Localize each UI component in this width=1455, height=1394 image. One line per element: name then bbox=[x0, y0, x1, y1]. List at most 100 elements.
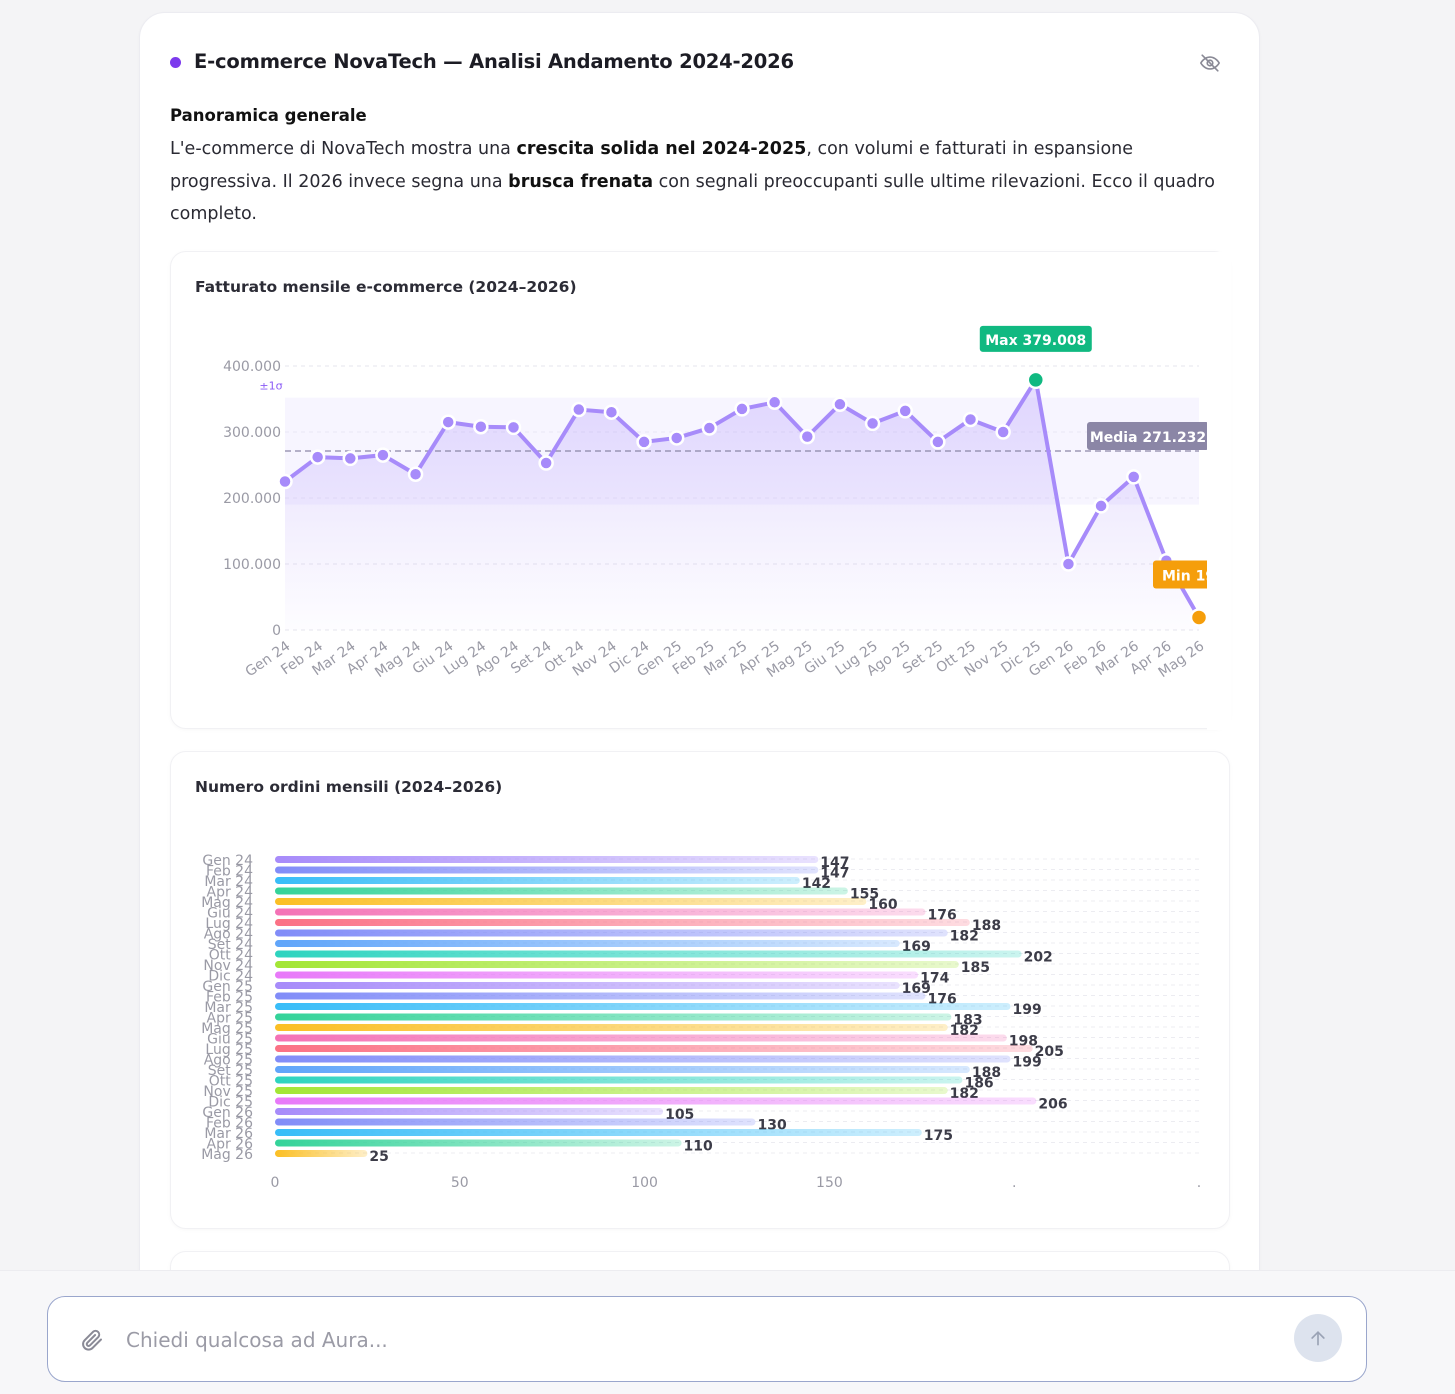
y-tick-label: Mag 25 bbox=[201, 1021, 253, 1037]
data-point bbox=[962, 411, 979, 428]
data-point bbox=[995, 424, 1011, 440]
data-point bbox=[1189, 608, 1209, 627]
y-tick-label: 100.000 bbox=[223, 557, 281, 573]
right-clip bbox=[1207, 252, 1231, 730]
y-tick-label: Gen 24 bbox=[202, 853, 253, 869]
y-tick-label: Dic 24 bbox=[208, 969, 253, 985]
bar bbox=[275, 856, 819, 863]
y-tick-label: Giu 25 bbox=[207, 1032, 253, 1048]
overview-heading: Panoramica generale bbox=[170, 106, 367, 125]
y-tick-label: 0 bbox=[272, 623, 281, 639]
y-tick-label: Lug 25 bbox=[205, 1042, 253, 1058]
y-tick-label: Lug 24 bbox=[205, 916, 253, 932]
bar bbox=[275, 1003, 1011, 1010]
data-point bbox=[1125, 469, 1142, 485]
revenue-chart-panel: Fatturato mensile e-commerce (2024–2026)… bbox=[170, 251, 1231, 730]
bar bbox=[275, 929, 948, 937]
bar bbox=[275, 940, 900, 947]
y-tick-label: Mag 26 bbox=[201, 1147, 253, 1163]
status-dot bbox=[170, 57, 181, 68]
data-point bbox=[864, 415, 881, 432]
bar-value-label: 183 bbox=[953, 1013, 982, 1029]
card-title: E-commerce NovaTech — Analisi Andamento … bbox=[194, 50, 794, 73]
data-point bbox=[668, 430, 685, 446]
bar bbox=[275, 1129, 922, 1136]
data-point bbox=[1060, 556, 1077, 572]
bar bbox=[275, 1055, 1011, 1063]
chat-input[interactable] bbox=[126, 1321, 1266, 1359]
x-tick-label: 150 bbox=[816, 1175, 843, 1191]
bar bbox=[275, 1108, 664, 1115]
data-point bbox=[505, 419, 522, 436]
data-point bbox=[375, 447, 391, 463]
y-tick-label: Feb 25 bbox=[206, 990, 253, 1006]
min-badge-label: Min 19 bbox=[1162, 568, 1215, 584]
data-point bbox=[1026, 370, 1046, 390]
bar bbox=[275, 1076, 963, 1084]
bar bbox=[275, 982, 900, 989]
data-point bbox=[930, 434, 946, 450]
bar-value-label: 147 bbox=[820, 866, 849, 882]
bar bbox=[275, 1024, 948, 1031]
mean-badge-label: Media 271.232 bbox=[1090, 430, 1206, 446]
bar-value-label: 110 bbox=[684, 1139, 713, 1155]
bar bbox=[275, 950, 1022, 958]
bar bbox=[275, 877, 800, 884]
bar bbox=[275, 1034, 1007, 1042]
bar bbox=[275, 1087, 948, 1094]
data-point bbox=[440, 414, 456, 430]
overview-bold-2: brusca frenata bbox=[508, 171, 654, 192]
sigma-band-label: ±1σ bbox=[259, 380, 282, 393]
paperclip-icon[interactable] bbox=[80, 1328, 104, 1352]
data-point bbox=[1093, 498, 1109, 514]
bar-value-label: 188 bbox=[972, 918, 1001, 934]
y-tick-label: Gen 25 bbox=[202, 979, 253, 995]
y-tick-label: 200.000 bbox=[223, 491, 281, 507]
orders-chart-panel: Numero ordini mensili (2024–2026) 147 Gen… bbox=[170, 751, 1230, 1229]
bar bbox=[275, 887, 848, 895]
x-tick-label: . bbox=[1197, 1175, 1201, 1191]
bar bbox=[275, 1150, 368, 1157]
bar bbox=[275, 971, 919, 979]
data-point bbox=[603, 404, 620, 420]
bar-value-label: 174 bbox=[920, 971, 949, 987]
y-tick-label: 400.000 bbox=[223, 359, 281, 375]
y-tick-label: Apr 25 bbox=[207, 1011, 253, 1027]
orders-chart-title: Numero ordini mensili (2024–2026) bbox=[195, 778, 503, 796]
composer-box bbox=[47, 1296, 1367, 1382]
data-point bbox=[571, 401, 587, 418]
bar-value-label: 202 bbox=[1024, 950, 1053, 966]
data-point bbox=[473, 418, 489, 435]
mean-badge bbox=[1087, 421, 1209, 450]
overview-bold-1: crescita solida nel 2024-2025 bbox=[516, 139, 807, 159]
y-tick-label: Mar 26 bbox=[204, 1126, 253, 1142]
send-button[interactable] bbox=[1294, 1314, 1342, 1362]
bar bbox=[275, 1139, 682, 1147]
bar-value-label: 147 bbox=[820, 855, 849, 871]
y-tick-label: Feb 26 bbox=[206, 1116, 253, 1132]
data-point bbox=[832, 396, 848, 413]
arrow-up-icon bbox=[1311, 1331, 1325, 1346]
bar-value-label: 25 bbox=[369, 1149, 388, 1165]
series-area bbox=[285, 379, 1199, 630]
bar-value-label: 182 bbox=[950, 929, 979, 945]
y-tick-label: Set 24 bbox=[208, 937, 253, 953]
data-point bbox=[701, 420, 718, 436]
y-tick-label: Ago 24 bbox=[204, 927, 253, 943]
data-point bbox=[538, 455, 554, 471]
bar bbox=[275, 919, 970, 926]
y-tick-label: Nov 25 bbox=[203, 1084, 253, 1100]
revenue-chart-title: Fatturato mensile e-commerce (2024–2026) bbox=[195, 278, 577, 296]
overview-text-2: , con volumi e fatturati in espansione p… bbox=[170, 139, 1134, 192]
composer-area bbox=[0, 1270, 1455, 1394]
data-point bbox=[799, 428, 816, 445]
bar-value-label: 199 bbox=[1013, 1002, 1042, 1018]
bar bbox=[275, 898, 867, 905]
x-tick-label: 50 bbox=[451, 1175, 469, 1191]
bar bbox=[275, 1097, 1037, 1105]
max-badge bbox=[979, 325, 1092, 352]
bar-value-label: 206 bbox=[1038, 1097, 1067, 1113]
eye-off-icon[interactable] bbox=[1199, 52, 1221, 74]
